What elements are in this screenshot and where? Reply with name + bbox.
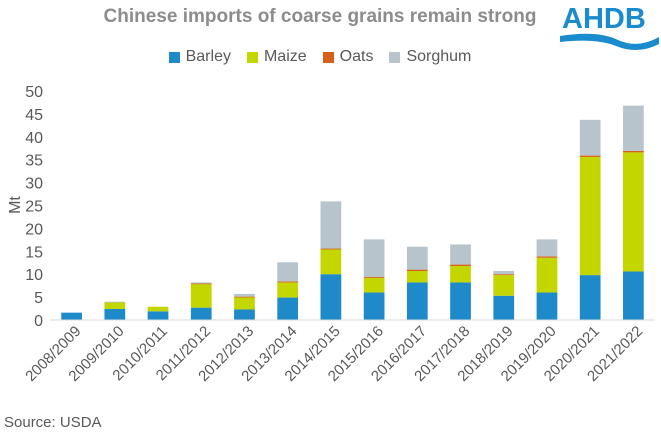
bar-barley-2012-2013[interactable] — [234, 309, 255, 320]
bar-maize-2013-2014[interactable] — [277, 282, 299, 298]
bar-sorghum-2013-2014[interactable] — [277, 262, 299, 282]
bar-maize-2021-2022[interactable] — [623, 152, 644, 272]
y-axis-label: Mt — [7, 196, 24, 214]
y-tick-label: 10 — [25, 267, 43, 284]
bar-sorghum-2018-2019[interactable] — [493, 270, 515, 275]
bar-sorghum-2019-2020[interactable] — [536, 239, 558, 257]
y-tick-label: 50 — [25, 84, 43, 101]
bar-sorghum-2017-2018[interactable] — [450, 244, 471, 265]
bar-maize-2011-2012[interactable] — [190, 283, 212, 308]
bar-oats-2014-2015[interactable] — [320, 248, 342, 250]
chart-title: Chinese imports of coarse grains remain … — [103, 6, 537, 27]
bar-oats-2013-2014[interactable] — [277, 281, 299, 283]
bar-maize-2009-2010[interactable] — [104, 302, 126, 310]
bar-oats-2021-2022[interactable] — [623, 150, 644, 153]
y-tick-label: 0 — [34, 313, 43, 330]
source-note: Source: USDA — [4, 414, 102, 431]
y-tick-label: 45 — [25, 107, 43, 124]
legend-item-oats[interactable]: Oats — [322, 48, 374, 66]
bar-sorghum-2012-2013[interactable] — [234, 293, 255, 297]
legend-label-sorghum: Sorghum — [406, 48, 472, 65]
y-tick-label: 40 — [25, 130, 43, 147]
bar-oats-2020-2021[interactable] — [579, 155, 601, 157]
bar-maize-2014-2015[interactable] — [320, 249, 342, 275]
bar-barley-2016-2017[interactable] — [406, 282, 428, 320]
logo-text: AHDB — [562, 3, 646, 35]
bar-barley-2009-2010[interactable] — [104, 309, 126, 320]
legend: Barley Maize Oats Sorghum — [0, 48, 640, 66]
bar-sorghum-2016-2017[interactable] — [406, 246, 428, 270]
bar-maize-2010-2011[interactable] — [147, 306, 169, 312]
bar-barley-2011-2012[interactable] — [190, 307, 212, 320]
bar-sorghum-2014-2015[interactable] — [320, 201, 342, 249]
y-tick-label: 30 — [25, 176, 43, 193]
bar-barley-2017-2018[interactable] — [450, 282, 471, 320]
y-tick-label: 25 — [25, 199, 43, 216]
legend-swatch-sorghum — [389, 51, 401, 63]
bar-maize-2018-2019[interactable] — [493, 275, 515, 296]
bar-oats-2011-2012[interactable] — [190, 283, 212, 285]
logo-wave-icon — [560, 33, 659, 51]
bar-barley-2010-2011[interactable] — [147, 311, 169, 320]
legend-item-sorghum[interactable]: Sorghum — [389, 48, 471, 66]
legend-swatch-oats — [322, 51, 334, 63]
bar-barley-2019-2020[interactable] — [536, 292, 558, 320]
bar-maize-2016-2017[interactable] — [406, 270, 428, 283]
bar-sorghum-2015-2016[interactable] — [363, 239, 385, 277]
legend-label-barley: Barley — [185, 48, 231, 65]
legend-item-maize[interactable]: Maize — [246, 48, 307, 66]
bar-barley-2008-2009[interactable] — [61, 312, 82, 320]
bar-barley-2018-2019[interactable] — [493, 295, 515, 320]
y-tick-label: 5 — [34, 290, 43, 307]
bar-oats-2016-2017[interactable] — [406, 269, 428, 271]
bar-maize-2019-2020[interactable] — [536, 257, 558, 293]
bar-barley-2013-2014[interactable] — [277, 297, 299, 320]
bar-barley-2021-2022[interactable] — [623, 271, 644, 320]
bar-maize-2015-2016[interactable] — [363, 277, 385, 293]
bar-sorghum-2021-2022[interactable] — [623, 105, 644, 151]
bar-oats-2015-2016[interactable] — [363, 276, 385, 278]
legend-label-oats: Oats — [339, 48, 374, 65]
bar-barley-2015-2016[interactable] — [363, 292, 385, 320]
legend-swatch-maize — [246, 51, 258, 63]
bar-sorghum-2020-2021[interactable] — [579, 119, 601, 156]
bar-oats-2019-2020[interactable] — [536, 256, 558, 258]
legend-item-barley[interactable]: Barley — [168, 48, 231, 66]
bar-maize-2012-2013[interactable] — [234, 297, 255, 310]
bar-maize-2020-2021[interactable] — [579, 156, 601, 276]
y-tick-label: 20 — [25, 221, 43, 238]
bar-oats-2017-2018[interactable] — [450, 264, 471, 266]
y-tick-label: 35 — [25, 153, 43, 170]
bar-sorghum-2011-2012[interactable] — [190, 282, 212, 284]
bar-maize-2017-2018[interactable] — [450, 265, 471, 283]
bar-oats-2012-2013[interactable] — [234, 296, 255, 298]
bar-barley-2020-2021[interactable] — [579, 275, 601, 320]
bar-sorghum-2009-2010[interactable] — [104, 301, 126, 303]
legend-label-maize: Maize — [263, 48, 307, 65]
ahdb-logo: AHDB — [560, 3, 659, 51]
y-tick-label: 15 — [25, 244, 43, 261]
bar-oats-2018-2019[interactable] — [493, 274, 515, 276]
bar-barley-2014-2015[interactable] — [320, 274, 342, 320]
legend-swatch-barley — [168, 51, 180, 63]
